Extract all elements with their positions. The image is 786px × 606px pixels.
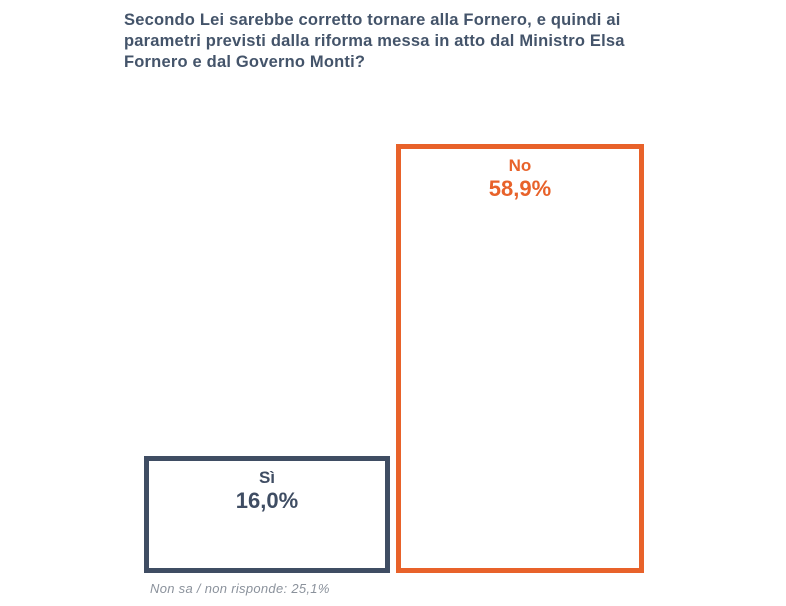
question-title-line-1: Secondo Lei sarebbe corretto tornare all… bbox=[124, 11, 621, 29]
bar-no-category-label: No bbox=[508, 156, 532, 175]
question-title: Secondo Lei sarebbe corretto tornare all… bbox=[124, 10, 684, 73]
question-title-line-2: parametri previsti dalla riforma messa i… bbox=[124, 32, 625, 50]
question-title-line-3: Fornero e dal Governo Monti? bbox=[124, 53, 366, 71]
bar-si-value-label: 16,0% bbox=[235, 488, 299, 513]
bar-si-category-label: Sì bbox=[258, 468, 276, 487]
bar-no-value-label: 58,9% bbox=[488, 176, 552, 201]
footnote-non-sa: Non sa / non risponde: 25,1% bbox=[150, 581, 330, 596]
bar-no: No 58,9% bbox=[396, 144, 644, 573]
bar-si: Sì 16,0% bbox=[144, 456, 390, 573]
